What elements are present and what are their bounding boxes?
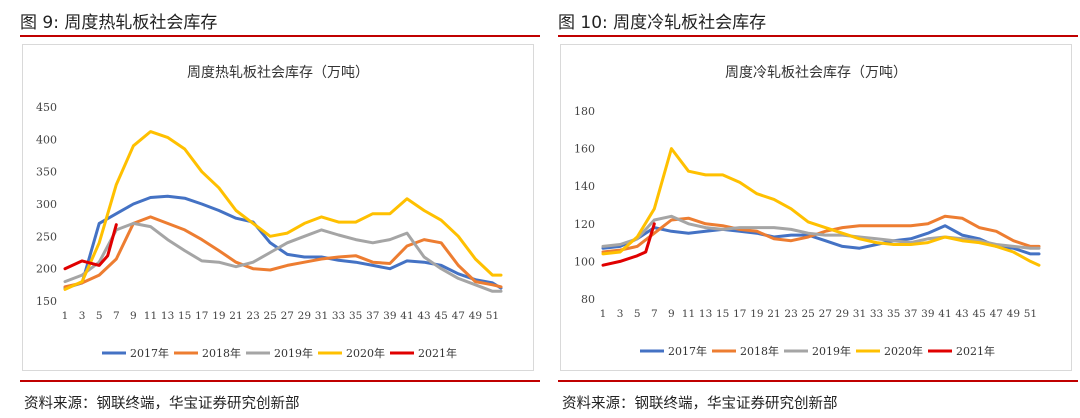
x-tick-label: 49 <box>1007 308 1020 320</box>
legend-label: 2019年 <box>812 344 851 358</box>
y-tick-label: 120 <box>574 218 595 231</box>
x-tick-label: 31 <box>853 308 866 320</box>
x-tick-label: 5 <box>96 310 103 322</box>
y-tick-label: 400 <box>36 133 57 146</box>
y-tick-label: 180 <box>574 105 595 118</box>
chart-panel-hot-rolled: 图 9: 周度热轧板社会库存 周度热轧板社会库存（万吨） 150 200 250 300… <box>20 0 540 418</box>
legend-label: 2019年 <box>274 346 313 360</box>
x-tick-label: 15 <box>178 310 191 322</box>
series-line <box>601 222 656 267</box>
x-tick-label: 35 <box>349 310 362 322</box>
series-line <box>63 221 503 293</box>
legend-label: 2021年 <box>956 344 995 358</box>
x-tick-label: 23 <box>784 308 797 320</box>
x-tick-label: 39 <box>921 308 934 320</box>
x-tick-label: 17 <box>733 308 746 320</box>
x-tick-label: 43 <box>417 310 430 322</box>
legend-label: 2021年 <box>418 346 457 360</box>
x-tick-label: 19 <box>212 310 225 322</box>
x-tick-label: 11 <box>144 310 157 322</box>
bottom-divider <box>20 380 540 382</box>
y-tick-label: 140 <box>574 180 595 193</box>
x-tick-label: 39 <box>383 310 396 322</box>
legend-label: 2020年 <box>346 346 385 360</box>
legend-label: 2018年 <box>202 346 241 360</box>
x-tick-label: 21 <box>767 308 780 320</box>
x-tick-label: 3 <box>79 310 86 322</box>
series-line <box>601 147 1041 267</box>
x-tick-label: 7 <box>651 308 658 320</box>
x-tick-label: 41 <box>400 310 413 322</box>
x-tick-label: 9 <box>130 310 137 322</box>
x-tick-label: 41 <box>938 308 951 320</box>
legend-label: 2017年 <box>130 346 169 360</box>
x-tick-label: 13 <box>161 310 174 322</box>
x-tick-label: 3 <box>617 308 624 320</box>
x-tick-label: 45 <box>972 308 985 320</box>
y-tick-label: 160 <box>574 143 595 156</box>
series-line <box>601 224 1041 256</box>
x-tick-label: 13 <box>699 308 712 320</box>
x-tick-label: 51 <box>486 310 499 322</box>
x-tick-label: 15 <box>716 308 729 320</box>
figure-label: 图 9: 周度热轧板社会库存 <box>20 13 218 33</box>
x-tick-label: 7 <box>113 310 120 322</box>
chart-title: 周度热轧板社会库存（万吨） <box>187 65 369 81</box>
x-tick-label: 5 <box>634 308 641 320</box>
chart-title: 周度冷轧板社会库存（万吨） <box>725 65 907 81</box>
x-tick-label: 27 <box>819 308 832 320</box>
x-tick-label: 47 <box>990 308 1003 320</box>
x-tick-label: 21 <box>229 310 242 322</box>
x-tick-label: 9 <box>668 308 675 320</box>
x-tick-label: 33 <box>870 308 883 320</box>
series-line <box>63 130 503 291</box>
legend-label: 2018年 <box>740 344 779 358</box>
y-tick-label: 200 <box>36 263 57 276</box>
x-tick-label: 33 <box>332 310 345 322</box>
bottom-divider <box>558 380 1078 382</box>
chart-frame: 周度热轧板社会库存（万吨） 150 200 250 300 350 400 450 1 3 5 7 9 1… <box>22 44 534 371</box>
series-line <box>601 214 1041 250</box>
top-divider <box>20 35 540 37</box>
y-tick-label: 450 <box>36 101 57 114</box>
figure-label: 图 10: 周度冷轧板社会库存 <box>558 13 767 33</box>
x-tick-label: 25 <box>801 308 814 320</box>
y-tick-label: 100 <box>574 255 595 268</box>
source-note: 资料来源：钢联终端，华宝证券研究创新部 <box>562 396 838 412</box>
source-note: 资料来源：钢联终端，华宝证券研究创新部 <box>24 396 300 412</box>
x-tick-label: 1 <box>600 308 607 320</box>
x-tick-label: 29 <box>298 310 311 322</box>
x-tick-label: 27 <box>281 310 294 322</box>
x-tick-label: 31 <box>315 310 328 322</box>
x-tick-label: 17 <box>195 310 208 322</box>
chart-panel-cold-rolled: 图 10: 周度冷轧板社会库存 周度冷轧板社会库存（万吨） 80 100 120 140… <box>558 0 1078 418</box>
x-tick-label: 19 <box>750 308 763 320</box>
x-tick-label: 23 <box>246 310 259 322</box>
series-line <box>63 223 118 271</box>
x-tick-label: 1 <box>62 310 69 322</box>
y-tick-label: 80 <box>581 293 595 306</box>
x-tick-label: 11 <box>682 308 695 320</box>
legend-label: 2020年 <box>884 344 923 358</box>
chart-frame: 周度冷轧板社会库存（万吨） 80 100 120 140 160 180 1 3 5 7 9 11 13 1… <box>560 44 1072 371</box>
y-tick-label: 300 <box>36 198 57 211</box>
x-tick-label: 29 <box>836 308 849 320</box>
legend-label: 2017年 <box>668 344 707 358</box>
x-tick-label: 35 <box>887 308 900 320</box>
y-tick-label: 350 <box>36 166 57 179</box>
x-tick-label: 51 <box>1024 308 1037 320</box>
x-tick-label: 37 <box>366 310 379 322</box>
top-divider <box>558 35 1078 37</box>
x-tick-label: 43 <box>955 308 968 320</box>
x-tick-label: 37 <box>904 308 917 320</box>
x-tick-label: 49 <box>469 310 482 322</box>
series-line <box>63 215 503 289</box>
x-tick-label: 45 <box>434 310 447 322</box>
x-tick-label: 47 <box>452 310 465 322</box>
x-tick-label: 25 <box>263 310 276 322</box>
y-tick-label: 150 <box>36 295 57 308</box>
y-tick-label: 250 <box>36 230 57 243</box>
